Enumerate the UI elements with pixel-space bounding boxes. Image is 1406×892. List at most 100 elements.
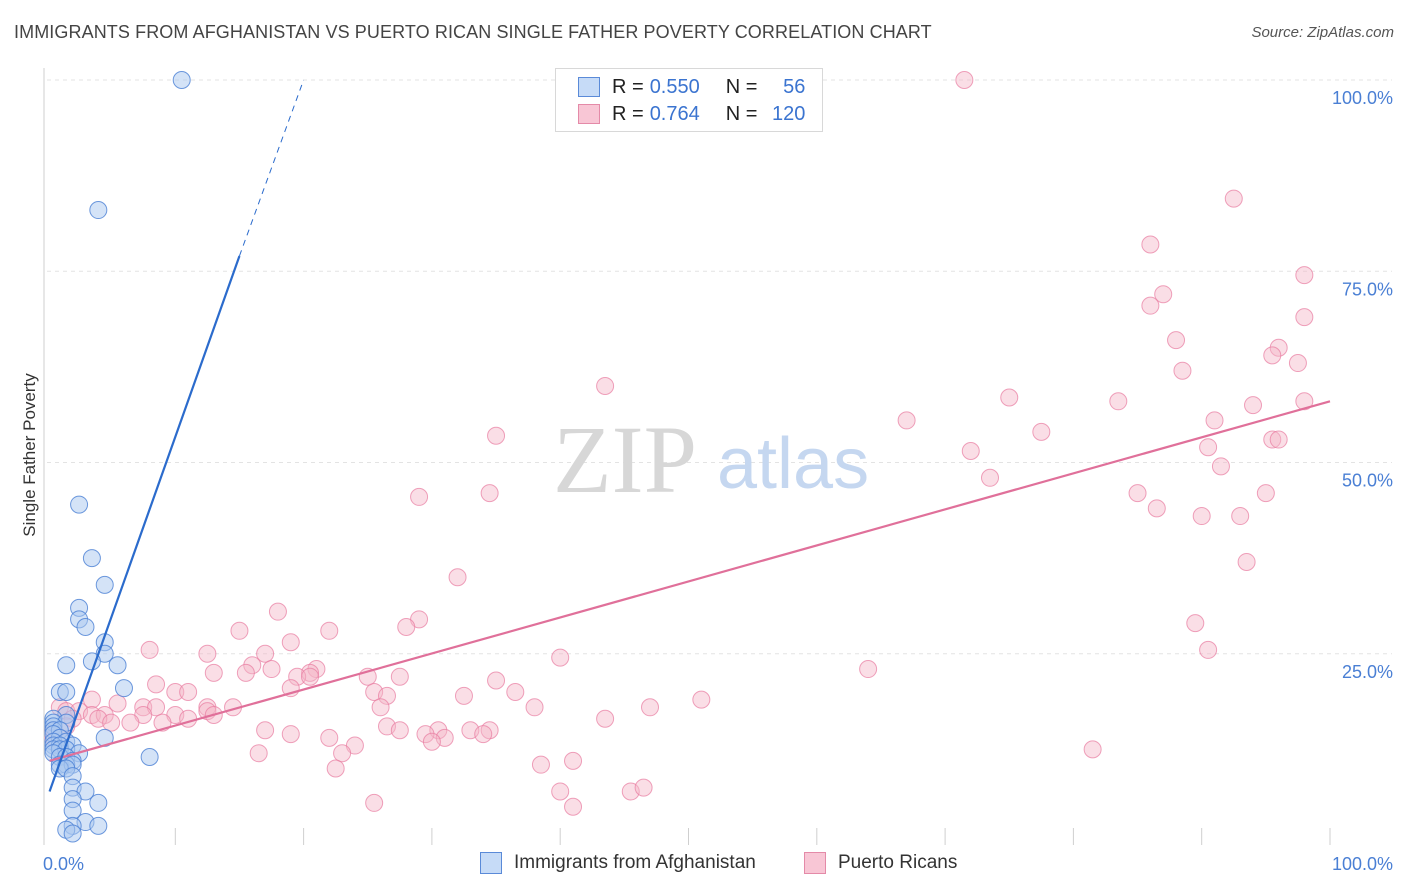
puerto-ricans-point [1141,235,1160,254]
afghanistan-point [95,575,114,594]
puerto-ricans-point [326,759,345,778]
puerto-ricans-point [410,487,429,506]
afghanistan-trend-line [48,255,241,792]
puerto-ricans-point [859,660,878,679]
puerto-ricans-point [981,468,1000,487]
puerto-ricans-point [198,644,217,663]
legend-label-afghanistan: Immigrants from Afghanistan [514,852,756,873]
puerto-ricans-points [44,71,1314,816]
legend-item-afghanistan[interactable]: Immigrants from Afghanistan [480,852,756,874]
afghanistan-point [108,656,127,675]
puerto-ricans-point [108,694,127,713]
legend-swatch-pink [804,852,826,874]
puerto-ricans-point [1256,484,1275,503]
puerto-ricans-point [1083,740,1102,759]
afghanistan-point [89,793,108,812]
puerto-ricans-point [256,721,275,740]
afghanistan-point [89,201,108,220]
source-label: Source: ZipAtlas.com [1251,24,1394,41]
x-tick-labels: 0.0% 100.0% [43,854,1393,874]
puerto-ricans-point [377,686,396,705]
legend-swatch-blue [578,77,600,97]
afghanistan-point [70,495,89,514]
puerto-ricans-point [564,751,583,770]
puerto-ricans-point [1199,640,1218,659]
puerto-ricans-point [333,744,352,763]
puerto-ricans-point [204,663,223,682]
legend-r-value: 0.550 [649,75,700,98]
puerto-ricans-point [454,686,473,705]
puerto-ricans-point [365,793,384,812]
puerto-ricans-point [236,663,255,682]
puerto-ricans-point [1000,388,1019,407]
puerto-ricans-point [1141,296,1160,315]
legend-r-value: 0.764 [649,102,700,125]
puerto-ricans-point [1154,285,1173,304]
puerto-ricans-point [301,667,320,686]
puerto-ricans-point [961,442,980,461]
puerto-ricans-point [1263,430,1282,449]
puerto-ricans-point [243,656,262,675]
correlation-legend: R = 0.550 N = 56 R = 0.764 N = 120 [555,68,823,132]
puerto-ricans-point [256,644,275,663]
y-tick-label: 100.0% [1332,88,1393,108]
puerto-ricans-point [166,683,185,701]
puerto-ricans-point [147,675,166,694]
x-ticks [43,828,1331,845]
puerto-ricans-point [390,667,409,686]
puerto-ricans-point [262,660,281,679]
puerto-ricans-point [1244,396,1263,415]
trend-lines [48,79,1331,792]
puerto-ricans-point [82,690,101,709]
puerto-ricans-point [692,690,711,709]
legend-row-afghanistan: R = 0.550 N = 56 [578,76,805,98]
puerto-ricans-point [955,71,974,89]
puerto-ricans-point [1295,266,1314,285]
legend-n-value: 56 [783,75,806,98]
grid-lines [47,79,1392,655]
puerto-ricans-point [551,648,570,667]
afghanistan-point [82,549,101,568]
puerto-ricans-point [487,671,506,690]
puerto-ricans-point [1192,507,1211,526]
x-tick-label: 0.0% [43,854,84,874]
puerto-ricans-point [1199,438,1218,457]
puerto-ricans-point [1237,552,1256,571]
puerto-ricans-point [551,782,570,801]
legend-swatch-pink [578,104,600,124]
puerto-ricans-point [564,797,583,816]
puerto-ricans-point [288,667,307,686]
puerto-ricans-point [416,725,435,744]
puerto-ricans-point [487,426,506,445]
afghanistan-point [140,748,159,767]
puerto-ricans-point [1147,499,1166,518]
puerto-ricans-point [1205,411,1224,430]
watermark: ZIP atlas [553,406,869,513]
puerto-ricans-point [102,713,121,732]
puerto-ricans-point [1128,484,1147,503]
afghanistan-point [57,656,76,675]
puerto-ricans-point [448,568,467,587]
afghanistan-point [172,71,191,89]
puerto-ricans-point [1263,346,1282,365]
y-tick-label: 75.0% [1342,279,1393,299]
x-tick-label: 100.0% [1332,854,1393,874]
puerto-ricans-point [596,377,615,395]
puerto-ricans-point [1032,422,1051,441]
afghanistan-point [89,816,108,835]
puerto-ricans-point [1211,457,1230,476]
legend-label-puerto-ricans: Puerto Ricans [838,852,958,873]
puerto-ricans-point [525,698,544,717]
puerto-ricans-point [1231,507,1250,526]
puerto-ricans-point [596,709,615,728]
puerto-ricans-point [179,683,198,701]
legend-r-label: R = [612,102,644,125]
puerto-ricans-point [390,721,409,740]
y-tick-label: 50.0% [1342,471,1393,491]
afghanistan-point [63,824,82,843]
legend-item-puerto-ricans[interactable]: Puerto Ricans [804,852,957,874]
puerto-ricans-point [1269,338,1288,357]
puerto-ricans-point [422,732,441,751]
puerto-ricans-point [1295,308,1314,327]
